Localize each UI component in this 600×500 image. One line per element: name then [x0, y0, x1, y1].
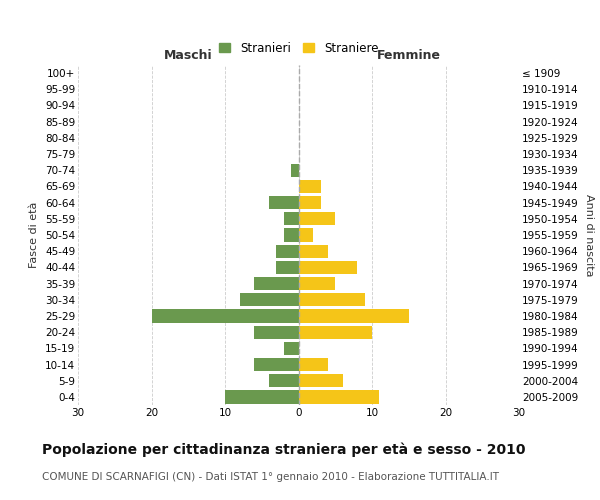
- Bar: [299, 358, 328, 371]
- Bar: [284, 342, 299, 355]
- Y-axis label: Fasce di età: Fasce di età: [29, 202, 40, 268]
- Bar: [299, 277, 335, 290]
- Bar: [225, 390, 299, 404]
- Text: Popolazione per cittadinanza straniera per età e sesso - 2010: Popolazione per cittadinanza straniera p…: [42, 442, 526, 457]
- Text: Maschi: Maschi: [164, 49, 212, 62]
- Bar: [151, 310, 299, 322]
- Bar: [254, 277, 299, 290]
- Bar: [291, 164, 299, 177]
- Bar: [254, 358, 299, 371]
- Bar: [299, 260, 358, 274]
- Text: COMUNE DI SCARNAFIGI (CN) - Dati ISTAT 1° gennaio 2010 - Elaborazione TUTTITALIA: COMUNE DI SCARNAFIGI (CN) - Dati ISTAT 1…: [42, 472, 499, 482]
- Bar: [284, 228, 299, 241]
- Bar: [299, 310, 409, 322]
- Bar: [299, 228, 313, 241]
- Bar: [299, 180, 320, 193]
- Bar: [284, 212, 299, 226]
- Bar: [299, 390, 379, 404]
- Bar: [299, 244, 328, 258]
- Bar: [299, 196, 320, 209]
- Bar: [269, 196, 299, 209]
- Y-axis label: Anni di nascita: Anni di nascita: [584, 194, 594, 276]
- Bar: [269, 374, 299, 388]
- Bar: [277, 244, 299, 258]
- Text: Femmine: Femmine: [377, 49, 441, 62]
- Legend: Stranieri, Straniere: Stranieri, Straniere: [214, 37, 383, 60]
- Bar: [299, 212, 335, 226]
- Bar: [299, 293, 365, 306]
- Bar: [254, 326, 299, 339]
- Bar: [299, 374, 343, 388]
- Bar: [240, 293, 299, 306]
- Bar: [277, 260, 299, 274]
- Bar: [299, 326, 372, 339]
